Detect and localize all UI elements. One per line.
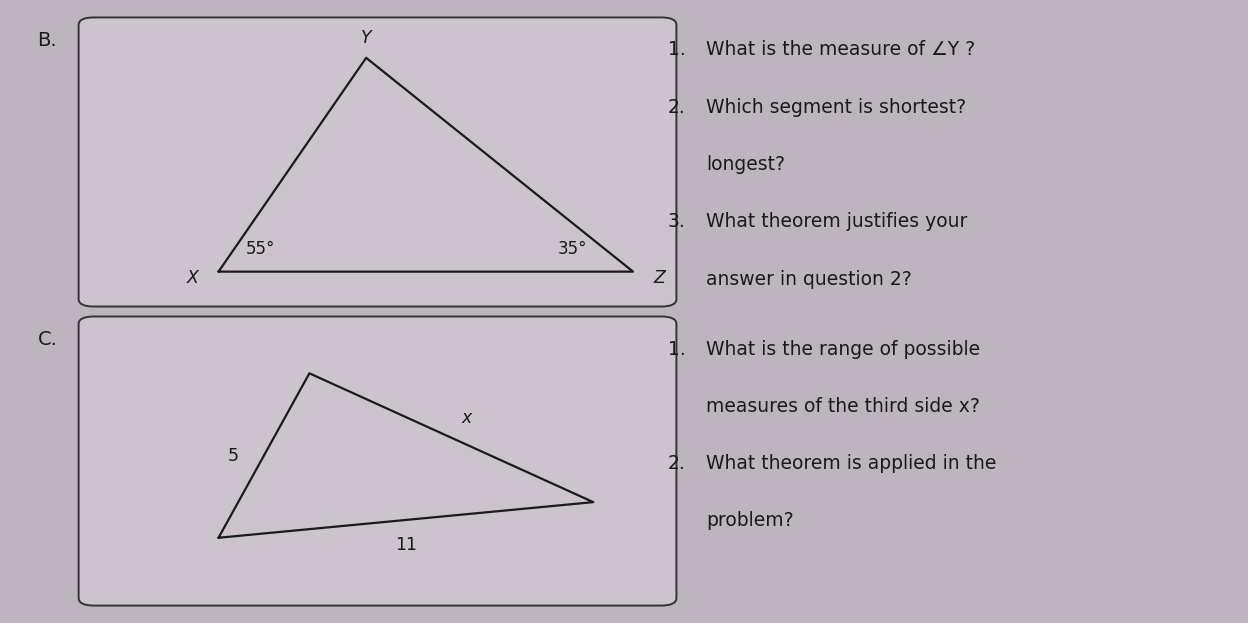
Text: What theorem is applied in the: What theorem is applied in the xyxy=(706,454,997,473)
Text: Which segment is shortest?: Which segment is shortest? xyxy=(706,98,966,117)
Text: 55°: 55° xyxy=(246,240,276,258)
Text: X: X xyxy=(187,269,198,287)
FancyBboxPatch shape xyxy=(79,17,676,307)
Text: What theorem justifies your: What theorem justifies your xyxy=(706,212,967,231)
Text: 1.: 1. xyxy=(668,40,685,59)
Text: measures of the third side x?: measures of the third side x? xyxy=(706,397,980,416)
Text: 2.: 2. xyxy=(668,98,685,117)
Text: B.: B. xyxy=(37,31,57,50)
Text: Z: Z xyxy=(653,269,665,287)
Text: 11: 11 xyxy=(394,536,417,553)
Text: longest?: longest? xyxy=(706,155,785,174)
Text: 3.: 3. xyxy=(668,212,685,231)
Text: answer in question 2?: answer in question 2? xyxy=(706,270,912,288)
Text: 1.: 1. xyxy=(668,340,685,358)
Text: What is the range of possible: What is the range of possible xyxy=(706,340,981,358)
Text: 35°: 35° xyxy=(558,240,588,258)
Text: What is the measure of ∠Y ?: What is the measure of ∠Y ? xyxy=(706,40,976,59)
FancyBboxPatch shape xyxy=(79,316,676,606)
Text: Y: Y xyxy=(361,29,372,47)
Text: x: x xyxy=(462,409,472,427)
Text: 5: 5 xyxy=(228,447,240,465)
Text: problem?: problem? xyxy=(706,511,794,530)
Text: 2.: 2. xyxy=(668,454,685,473)
Text: C.: C. xyxy=(37,330,57,349)
